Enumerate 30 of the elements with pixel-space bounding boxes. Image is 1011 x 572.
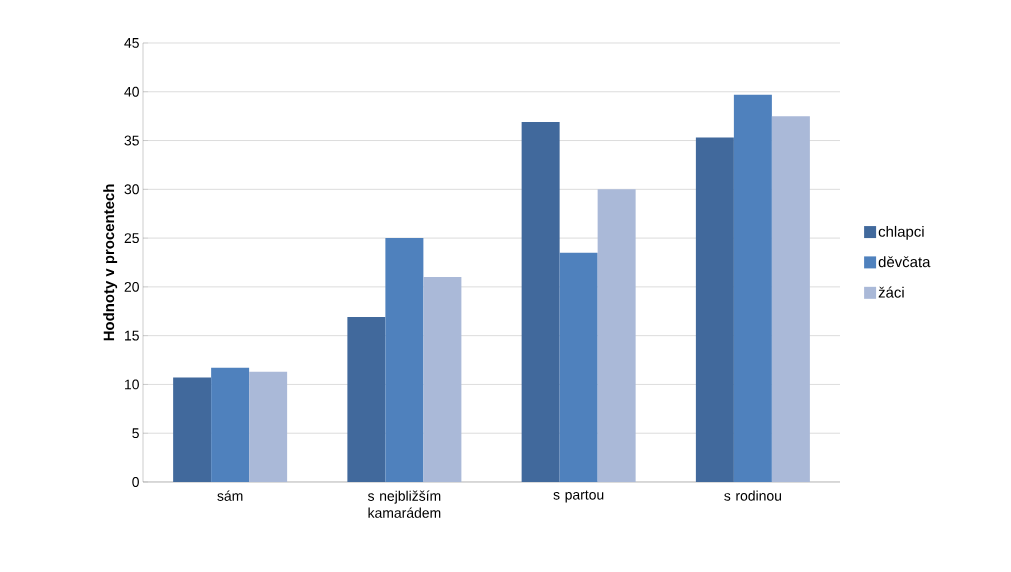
bar: [695, 137, 734, 482]
bar: [559, 252, 598, 482]
x-tick-label: s nejbližším kamarádem: [367, 490, 441, 518]
bar: [771, 116, 810, 482]
bar: [211, 367, 250, 482]
x-tick-label: sám: [217, 490, 243, 501]
y-tick-label: 35: [124, 135, 139, 146]
legend-label: děvčata: [878, 256, 931, 268]
y-axis-title: Hodnoty v procentech: [103, 184, 118, 341]
y-tick-label: 15: [125, 330, 139, 341]
y-tick-label: 20: [124, 281, 139, 292]
bar: [385, 238, 424, 482]
y-tick-label: 0: [132, 477, 139, 487]
bar: [423, 277, 462, 482]
legend-label: chlapci: [878, 225, 924, 240]
bar: [347, 317, 386, 482]
y-tick-label: 40: [124, 86, 139, 97]
y-tick-label: 10: [125, 379, 139, 390]
legend-label: žáci: [878, 286, 904, 298]
y-tick-label: 25: [124, 233, 139, 244]
bar: [597, 189, 636, 482]
x-tick-label: s rodinou: [724, 490, 782, 501]
x-tick-label: s partou: [553, 490, 604, 503]
bar: [173, 377, 212, 482]
y-tick-label: 45: [124, 38, 139, 48]
bar: [733, 94, 772, 482]
bar: [521, 122, 560, 482]
y-tick-label: 5: [132, 428, 139, 439]
bar: [249, 371, 288, 482]
y-tick-label: 30: [124, 184, 139, 195]
